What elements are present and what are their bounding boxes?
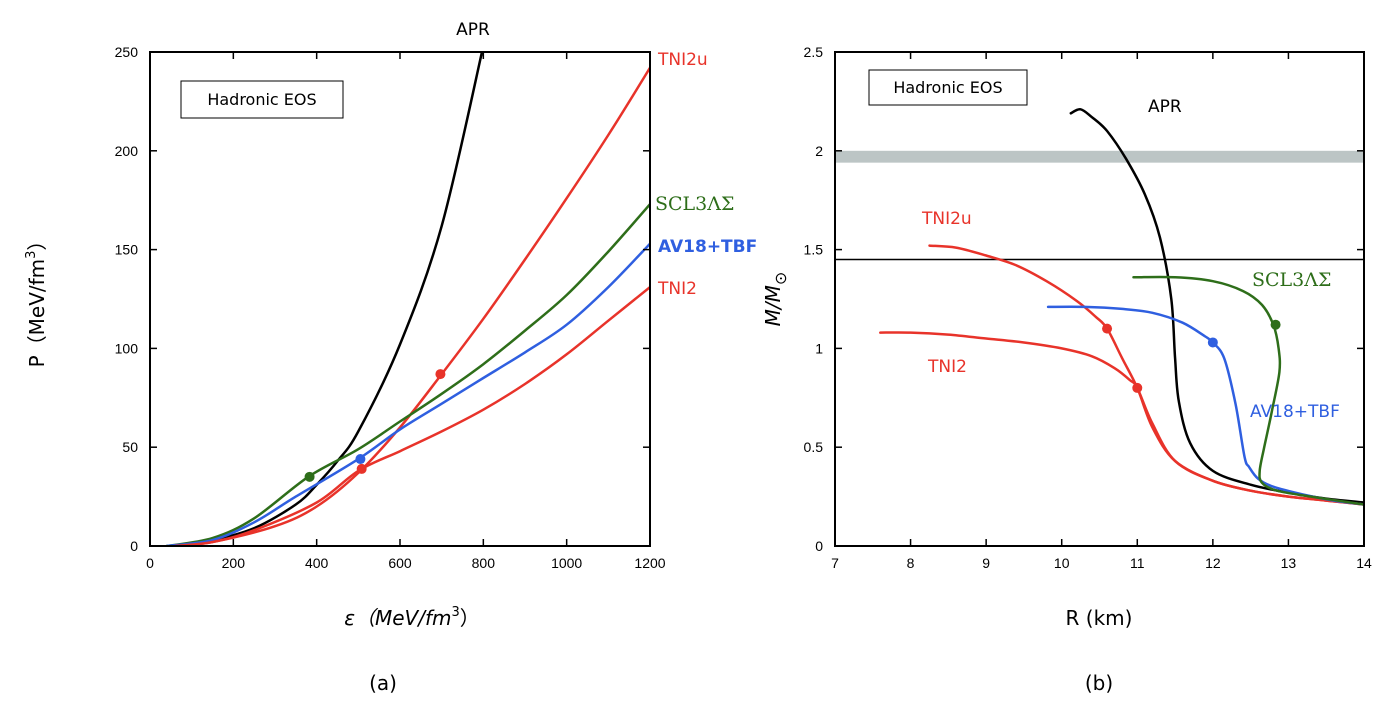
x-tick-label: 10 [1054, 555, 1070, 571]
marker-av18-tbf [355, 454, 366, 465]
panel-a-xlabel: ε（MeV/fm3） [344, 605, 480, 630]
marker-tni2 [1132, 382, 1143, 393]
x-tick-label: 11 [1130, 555, 1145, 571]
panel-a-frame [149, 51, 651, 547]
label-scl3-b: SCL3ΛΣ [1252, 269, 1331, 291]
x-tick-label: 9 [982, 555, 990, 571]
y-tick-label: 0.5 [804, 439, 824, 455]
marker-scl3 [1270, 319, 1281, 330]
series-line-apr [173, 52, 484, 546]
y-tick-label: 0 [130, 538, 138, 554]
panel-a-ylabel: P（MeV/fm3） [24, 231, 49, 368]
x-tick-label: 1000 [551, 555, 582, 571]
series-line-scl3 [1132, 275, 1364, 506]
series-line-av18-tbf [1046, 305, 1364, 506]
label-tni2-b: TNI2 [927, 357, 967, 377]
y-tick-label: 1.5 [804, 242, 824, 258]
label-scl3-a: SCL3ΛΣ [655, 193, 734, 215]
x-tick-label: 600 [388, 555, 412, 571]
series-line-apr [1069, 107, 1364, 504]
label-av18-b: AV18+TBF [1250, 402, 1340, 422]
marker-av18-tbf [1207, 337, 1218, 348]
two-solar-mass-band [835, 150, 1364, 163]
x-tick-label: 7 [831, 555, 839, 571]
marker-tni2u [1102, 323, 1113, 334]
panel-b-frame [834, 51, 1365, 547]
x-tick-label: 200 [222, 555, 246, 571]
marker-tni2u [435, 369, 446, 380]
y-tick-label: 50 [122, 439, 138, 455]
label-tni2u-a: TNI2u [657, 50, 708, 70]
panel-b-legend-text: Hadronic EOS [893, 78, 1002, 97]
label-apr-b: APR [1148, 97, 1182, 117]
panel-b-ylabel: M/M⊙ [761, 272, 790, 327]
panel-a-legend-box [180, 80, 344, 119]
caption-a: (a) [369, 671, 397, 695]
y-tick-label: 200 [115, 143, 139, 159]
label-tni2-a: TNI2 [657, 279, 697, 299]
x-tick-label: 400 [305, 555, 329, 571]
x-tick-label: 800 [472, 555, 496, 571]
y-tick-label: 100 [115, 340, 139, 356]
caption-b: (b) [1085, 671, 1113, 695]
series-line-scl3 [165, 202, 650, 546]
label-tni2u-b: TNI2u [921, 209, 972, 229]
series-line-tni2 [879, 331, 1364, 506]
marker-scl3 [304, 471, 315, 482]
y-tick-label: 2.5 [804, 44, 824, 60]
series-line-av18-tbf [165, 242, 650, 546]
x-tick-label: 1200 [634, 555, 665, 571]
y-tick-label: 0 [815, 538, 823, 554]
y-tick-label: 1 [815, 340, 823, 356]
x-tick-label: 0 [146, 555, 154, 571]
x-tick-label: 8 [907, 555, 915, 571]
y-tick-label: 250 [115, 44, 139, 60]
panel-a-legend-text: Hadronic EOS [207, 90, 316, 109]
panel-b: 7 8 9 10 11 12 13 14 0 0.5 1 1.5 2 2.5 Hadronic EOS A… [761, 44, 1372, 695]
y-tick-label: 150 [115, 242, 139, 258]
y-tick-label: 2 [815, 143, 823, 159]
panel-a-title: APR [456, 20, 490, 40]
panel-b-xlabel: R (km) [1066, 606, 1133, 630]
panel-b-legend-box [868, 69, 1028, 106]
panel-a: APR 0 200 400 600 800 1000 1200 0 50 100 150 200 250… [24, 20, 757, 695]
x-tick-label: 12 [1205, 555, 1221, 571]
x-tick-label: 13 [1281, 555, 1297, 571]
label-av18-a: AV18+TBF [658, 237, 757, 257]
marker-tni2 [356, 463, 367, 474]
x-tick-label: 14 [1356, 555, 1372, 571]
series-line-tni2u [173, 66, 650, 546]
series-line-tni2 [173, 285, 650, 546]
